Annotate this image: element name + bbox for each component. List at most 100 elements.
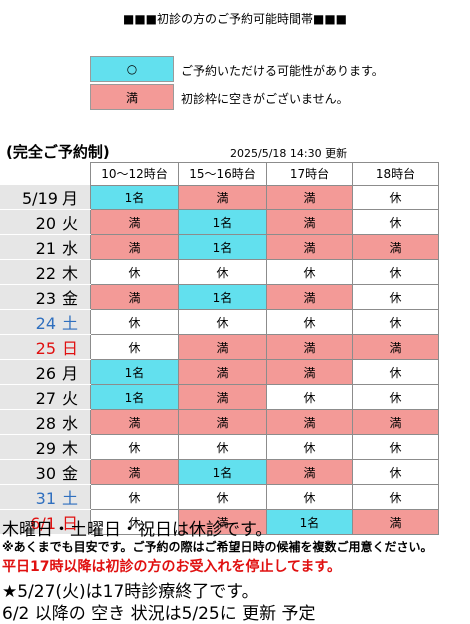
date-number: 20: [35, 214, 56, 233]
date-cell: 20 火: [0, 209, 91, 235]
slot-cell: 1名: [178, 459, 267, 485]
legend-full-swatch: 満: [90, 84, 174, 110]
slot-cell: 満: [90, 409, 179, 435]
date-cell: 31 土: [0, 484, 91, 510]
date-number: 21: [35, 239, 56, 258]
slot-cell: 休: [352, 259, 439, 285]
slot-cell: 休: [352, 359, 439, 385]
slot-cell: 休: [266, 384, 353, 410]
slot-cell: 休: [90, 259, 179, 285]
slot-cell: 満: [90, 209, 179, 235]
date-cell: 24 土: [0, 309, 91, 335]
day-of-week: 木: [61, 439, 78, 458]
slot-cell: 1名: [178, 234, 267, 260]
day-of-week: 火: [61, 214, 78, 233]
slot-cell: 満: [266, 359, 353, 385]
table-row: 27 火 1名満休休: [0, 384, 439, 410]
slot-cell: 休: [352, 284, 439, 310]
slot-cell: 満: [352, 334, 439, 360]
slot-cell: 休: [90, 434, 179, 460]
updated-timestamp: 2025/5/18 14:30 更新: [230, 147, 348, 160]
slot-cell: 休: [266, 484, 353, 510]
slot-cell: 休: [178, 309, 267, 335]
slot-cell: 休: [352, 459, 439, 485]
table-row: 23 金満 1名満休: [0, 284, 439, 310]
slot-cell: 満: [266, 284, 353, 310]
slot-cell: 満: [266, 209, 353, 235]
slot-cell: 休: [352, 434, 439, 460]
date-cell: 25 日: [0, 334, 91, 360]
slot-cell: 満: [178, 409, 267, 435]
date-number: 26: [35, 364, 56, 383]
table-row: 6/1 日休満 1名満: [0, 509, 439, 535]
slot-cell: 1名: [178, 209, 267, 235]
slot-cell: 休: [352, 384, 439, 410]
date-cell: 26 月: [0, 359, 91, 385]
slot-cell: 満: [90, 459, 179, 485]
slot-cell: 満: [90, 284, 179, 310]
table-corner: [0, 162, 91, 185]
table-row: 28 水満満満満: [0, 409, 439, 435]
slot-cell: 1名: [178, 284, 267, 310]
slot-cell: 満: [266, 184, 353, 210]
date-number: 29: [35, 439, 56, 458]
day-of-week: 木: [61, 264, 78, 283]
legend-full-mark: 満: [125, 90, 138, 105]
slot-cell: 満: [266, 234, 353, 260]
legend-available-text: ご予約いただける可能性があります。: [181, 64, 384, 78]
slot-cell: 休: [90, 509, 179, 535]
approx-note: ※あくまでも目安です。ご予約の際はご希望日時の候補を複数ご用意ください。: [2, 540, 433, 554]
slot-cell: 1名: [90, 184, 179, 210]
update-schedule-note: 6/2 以降の 空き 状況は5/25に 更新 予定: [2, 604, 316, 624]
day-of-week: 月: [61, 364, 78, 383]
slot-cell: 休: [178, 434, 267, 460]
date-number: 5/19: [22, 189, 58, 208]
day-of-week: 水: [61, 239, 78, 258]
date-cell: 27 火: [0, 384, 91, 410]
table-row: 22 木休休休休: [0, 259, 439, 285]
slot-cell: 1名: [90, 359, 179, 385]
schedule-table: 10～12時台 15～16時台 17時台 18時台 5/19 月 1名満満休 20 火満…: [0, 162, 439, 535]
slot-cell: 1名: [266, 509, 353, 535]
day-of-week: 水: [61, 414, 78, 433]
date-cell: 22 木: [0, 259, 91, 285]
day-of-week: 土: [61, 489, 78, 508]
slot-cell: 休: [266, 259, 353, 285]
day-of-week: 火: [61, 389, 78, 408]
date-number: 27: [35, 389, 56, 408]
date-cell: 5/19 月: [0, 185, 91, 210]
slot-cell: 休: [90, 309, 179, 335]
column-header: 10～12時台: [90, 162, 179, 186]
table-row: 25 日休満満満: [0, 334, 439, 360]
table-row: 26 月 1名満満休: [0, 359, 439, 385]
slot-cell: 休: [352, 309, 439, 335]
weekday-after17-note: 平日17時以降は初診の方のお受入れを停止してます。: [2, 559, 341, 575]
slot-cell: 休: [266, 309, 353, 335]
legend-full-text: 初診枠に空きがございません。: [181, 92, 349, 106]
slot-cell: 満: [178, 184, 267, 210]
table-row: 20 火満 1名満休: [0, 209, 439, 235]
table-row: 24 土休休休休: [0, 309, 439, 335]
slot-cell: 満: [266, 409, 353, 435]
slot-cell: 休: [352, 209, 439, 235]
date-cell: 29 木: [0, 434, 91, 460]
slot-cell: 休: [178, 484, 267, 510]
slot-cell: 休: [352, 184, 439, 210]
slot-cell: 休: [90, 334, 179, 360]
slot-cell: 満: [352, 234, 439, 260]
slot-cell: 満: [352, 509, 439, 535]
slot-cell: 満: [90, 234, 179, 260]
booking-note: (完全ご予約制): [6, 143, 110, 161]
day-of-week: 土: [61, 314, 78, 333]
slot-cell: 満: [352, 409, 439, 435]
star-note: ★5/27(火)は17時診療終了です。: [2, 582, 259, 602]
date-number: 25: [35, 339, 56, 358]
slot-cell: 休: [266, 434, 353, 460]
closed-days-note: 木曜日・土曜日・祝日は休診です。: [2, 520, 273, 540]
date-cell: 6/1 日: [0, 509, 91, 535]
slot-cell: 休: [178, 259, 267, 285]
schedule-body: 5/19 月 1名満満休 20 火満 1名満休 21 水満 1名満満 22 木休休休休 23 金満 1名満…: [0, 184, 439, 535]
day-of-week: 日: [61, 514, 78, 533]
table-header-row: 10～12時台 15～16時台 17時台 18時台: [0, 162, 439, 186]
slot-cell: 満: [178, 384, 267, 410]
